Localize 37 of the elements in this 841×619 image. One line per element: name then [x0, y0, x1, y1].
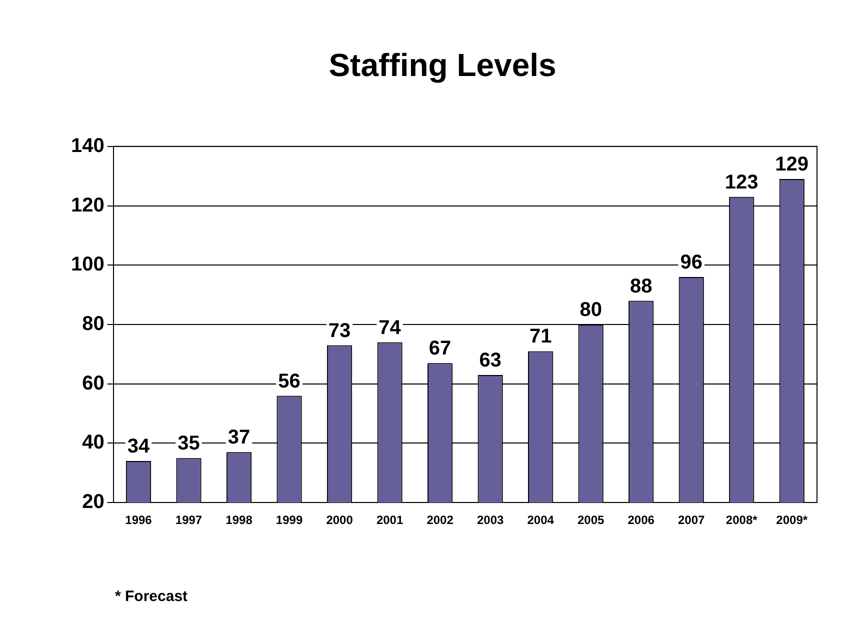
data-label: 123 [724, 171, 758, 194]
x-tick-label: 2003 [476, 513, 504, 528]
x-tick-label: 2004 [527, 513, 554, 528]
y-tick-label: 120 [70, 194, 104, 216]
data-label: 96 [680, 252, 702, 274]
x-tick-label: 1998 [226, 513, 253, 528]
data-label: 34 [127, 436, 150, 458]
y-tick-label: 140 [70, 134, 104, 157]
data-label: 35 [178, 432, 200, 455]
x-tick-label: 2009* [776, 513, 808, 528]
y-tick-label: 60 [82, 372, 104, 394]
chart-title: Staffing Levels [328, 47, 556, 84]
x-tick-label: 1996 [125, 513, 152, 528]
x-tick-label: 2005 [577, 513, 605, 528]
x-tick-label: 2001 [376, 513, 404, 528]
data-label: 67 [428, 338, 452, 360]
y-tick-label: 100 [70, 254, 104, 276]
data-label: 63 [479, 349, 502, 372]
y-tick-label: 40 [82, 432, 104, 454]
x-tick-label: 2007 [678, 513, 706, 528]
data-label: 74 [378, 316, 402, 339]
x-tick-label: 2000 [326, 513, 354, 528]
data-label: 80 [580, 299, 602, 322]
data-label: 129 [775, 154, 809, 176]
x-tick-label: 2002 [426, 513, 454, 528]
data-label: 88 [630, 275, 652, 298]
x-tick-label: 1997 [175, 513, 202, 528]
data-label: 37 [228, 426, 250, 449]
y-tick-label: 20 [82, 491, 104, 514]
y-tick-label: 80 [82, 313, 104, 336]
data-label: 71 [529, 326, 552, 348]
data-label: 73 [328, 320, 351, 342]
text: * Forecast [115, 588, 188, 605]
x-tick-label: 1999 [276, 513, 303, 528]
x-tick-label: 2008* [726, 513, 758, 528]
x-tick-label: 2006 [628, 513, 655, 528]
data-label: 56 [278, 370, 300, 392]
